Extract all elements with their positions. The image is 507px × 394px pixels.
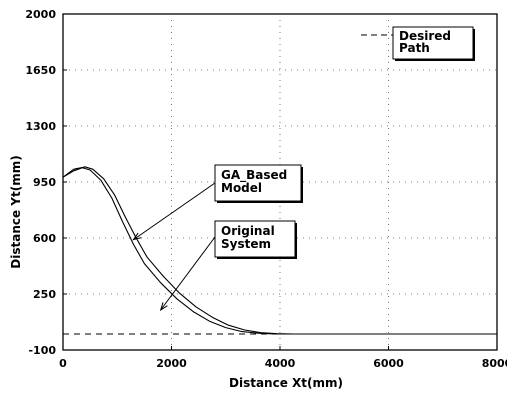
y-tick-label: 250 [33, 288, 56, 301]
y-tick-label: 950 [33, 176, 56, 189]
x-tick-labels: 0 2000 4000 6000 8000 [59, 357, 507, 370]
x-axis-title: Distance Xt(mm) [229, 376, 343, 390]
y-tick-label: 2000 [25, 8, 56, 21]
tick-marks [62, 13, 498, 351]
y-tick-label: 1300 [25, 120, 56, 133]
annotation-box [214, 220, 296, 258]
y-tick-labels: -100 250 600 950 1300 1650 2000 [25, 8, 56, 357]
x-tick-label: 2000 [156, 357, 187, 370]
annotation-arrow [160, 236, 216, 311]
x-tick-label: 0 [59, 357, 67, 370]
series-layer [62, 166, 497, 335]
annotation-box [214, 164, 302, 202]
x-tick-label: 8000 [482, 357, 507, 370]
x-tick-label: 4000 [265, 357, 296, 370]
legend-label: Path [399, 41, 430, 55]
legend-label: Desired [399, 29, 451, 43]
annotation-label: System [221, 237, 271, 251]
y-tick-label: 1650 [25, 64, 56, 77]
annotation-arrowhead [132, 232, 142, 241]
annotation-label: GA_Based [221, 168, 287, 183]
annotation-label: Original [221, 224, 275, 238]
y-tick-label: 600 [33, 232, 56, 245]
annotation-label: Model [221, 181, 262, 195]
annotation-arrow [133, 182, 216, 241]
y-tick-label: -100 [28, 344, 56, 357]
annotation-arrowhead [159, 302, 168, 312]
x-tick-label: 6000 [373, 357, 404, 370]
series-line-2 [62, 166, 497, 335]
legend-box [392, 26, 474, 60]
y-axis-title: Distance Yt(mm) [9, 155, 23, 268]
